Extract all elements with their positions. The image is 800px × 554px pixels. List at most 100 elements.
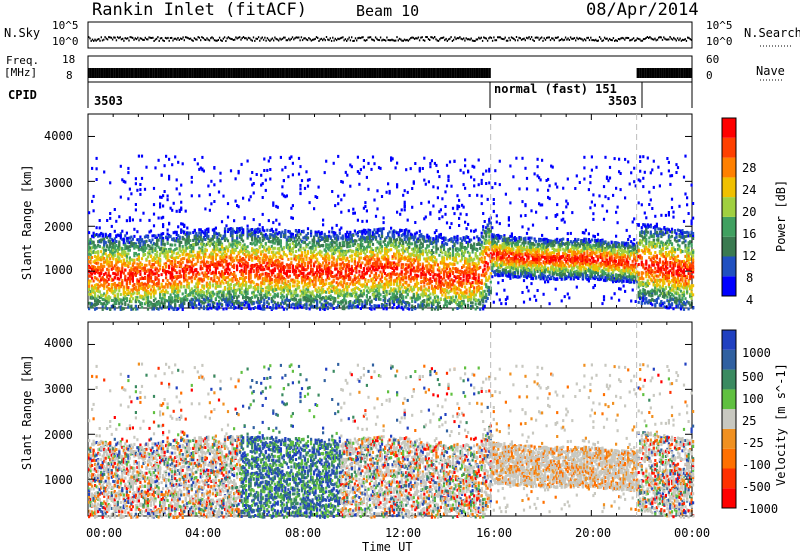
- power-cell: [233, 296, 236, 300]
- power-cell: [142, 250, 145, 254]
- power-cell: [299, 183, 302, 187]
- power-cell: [284, 272, 287, 276]
- power-cell: [306, 250, 310, 254]
- power-cell: [296, 233, 299, 237]
- power-cell: [331, 303, 334, 307]
- nsky-point: [497, 36, 499, 39]
- power-cell: [125, 263, 128, 267]
- nsky-point: [517, 39, 519, 42]
- power-cell: [168, 270, 171, 274]
- power-cell: [246, 253, 249, 257]
- power-cell: [91, 251, 94, 255]
- power-cell: [199, 249, 202, 253]
- power-cell: [101, 298, 104, 301]
- power-cell: [282, 301, 285, 305]
- nsky-point: [580, 37, 582, 40]
- power-cell: [233, 284, 236, 287]
- power-cell: [210, 256, 213, 260]
- power-cell: [95, 286, 98, 290]
- power-cell: [326, 307, 329, 311]
- power-cell: [133, 254, 136, 258]
- nsky-tick-bottom: 10^0: [52, 35, 79, 48]
- power-cell: [305, 258, 308, 261]
- power-cell: [214, 263, 217, 267]
- power-cell: [273, 301, 276, 305]
- power-cell: [107, 287, 110, 291]
- nsky-point: [603, 36, 606, 39]
- power-cell: [323, 236, 326, 240]
- power-cell: [159, 205, 162, 209]
- power-cell: [154, 252, 157, 256]
- power-cell: [128, 261, 131, 265]
- power-cell: [201, 251, 204, 255]
- nsky-point: [468, 38, 470, 41]
- freq-point: [231, 68, 233, 78]
- nsky-point: [250, 38, 252, 41]
- power-cell: [128, 236, 131, 240]
- power-cell: [267, 264, 270, 268]
- power-cell: [231, 289, 234, 293]
- power-cell: [178, 296, 181, 300]
- power-cell: [237, 240, 240, 244]
- power-cell: [88, 279, 91, 283]
- power-cell: [305, 245, 308, 249]
- nsky-point: [422, 39, 425, 42]
- power-cell: [236, 301, 239, 305]
- power-cell: [165, 299, 168, 303]
- power-cell: [174, 264, 177, 268]
- nsky-point: [665, 38, 667, 41]
- power-cell: [140, 246, 144, 250]
- power-cell: [157, 307, 160, 311]
- power-cell: [296, 230, 299, 234]
- power-cell: [169, 206, 172, 210]
- power-cell: [225, 296, 228, 300]
- power-cell: [219, 260, 222, 264]
- power-cell: [294, 265, 298, 269]
- power-cell: [125, 285, 128, 289]
- power-cell: [264, 241, 267, 245]
- nsky-point: [464, 39, 466, 42]
- power-cell: [316, 273, 319, 277]
- power-cell: [181, 304, 184, 307]
- power-cell: [94, 276, 97, 279]
- nsky-point: [469, 38, 471, 41]
- power-cell: [177, 307, 180, 311]
- power-cell: [233, 259, 236, 263]
- power-cell: [143, 240, 147, 244]
- power-cell: [322, 288, 325, 292]
- power-cell: [174, 239, 177, 243]
- power-cell: [121, 178, 124, 182]
- power-cell: [122, 258, 125, 262]
- freq-point: [200, 68, 202, 78]
- power-cell: [181, 222, 184, 226]
- power-cell: [207, 255, 210, 259]
- power-cell: [184, 209, 187, 213]
- power-cell: [252, 182, 255, 185]
- power-cell: [240, 273, 243, 277]
- power-cell: [192, 238, 195, 242]
- power-cell: [172, 201, 175, 205]
- nsky-point: [626, 36, 628, 39]
- power-cell: [162, 225, 165, 229]
- power-cell: [156, 260, 159, 264]
- nsky-point: [513, 38, 515, 40]
- power-cell: [242, 280, 245, 284]
- power-cell: [94, 259, 97, 263]
- power-cell: [174, 298, 177, 302]
- nsky-point: [286, 39, 289, 42]
- power-cell: [136, 292, 139, 296]
- power-cell: [267, 279, 270, 283]
- power-cell: [154, 166, 157, 170]
- power-cell: [192, 291, 195, 295]
- nsky-point: [640, 39, 642, 42]
- power-cell: [201, 300, 204, 304]
- power-cell: [239, 277, 242, 280]
- power-cell: [299, 254, 302, 258]
- power-cell: [180, 228, 183, 232]
- power-cell: [177, 275, 180, 278]
- power-cell: [228, 297, 231, 301]
- power-cell: [226, 271, 230, 275]
- nsky-point: [607, 39, 610, 42]
- power-cell: [291, 280, 294, 284]
- power-cell: [156, 241, 159, 245]
